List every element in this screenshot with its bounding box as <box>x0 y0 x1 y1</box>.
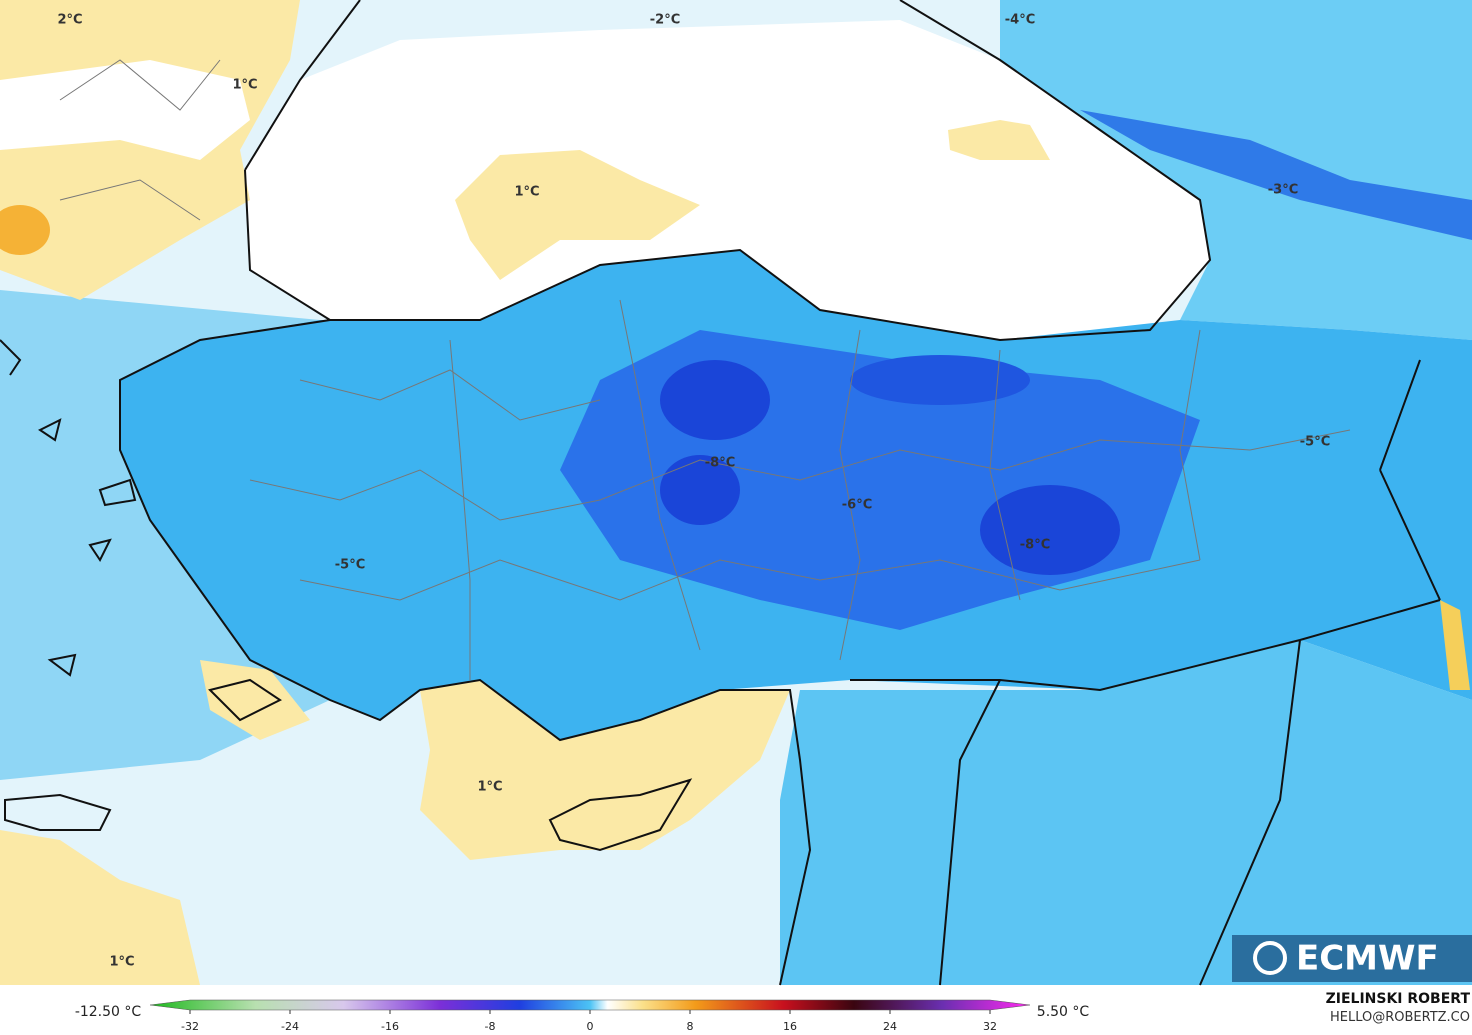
coastline <box>244 0 1212 342</box>
neutral-patch <box>0 60 250 160</box>
colorbar-tick-label: 0 <box>587 1020 594 1033</box>
warm-patch <box>0 830 200 985</box>
colorbar: -12.50 °C 5.50 °C -32 -24 -16 -8 0 8 16 24 32 <box>75 999 1090 1033</box>
temperature-labels: 2°C 1°C -2°C -4°C 1°C -3°C -5°C -8°C -6°C -8°C -5°… <box>57 13 1330 970</box>
temperature-label: -3°C <box>1268 183 1298 198</box>
temperature-label: -6°C <box>842 498 872 513</box>
warm-patch <box>455 150 700 280</box>
warm-patch <box>0 205 50 255</box>
warm-patch <box>948 120 1050 160</box>
colorbar-tick-label: -32 <box>181 1020 199 1033</box>
map <box>0 0 1472 986</box>
temperature-label: -4°C <box>1005 13 1035 28</box>
warm-patch <box>1440 600 1470 690</box>
temperature-label: -8°C <box>705 456 735 471</box>
temperature-label: 1°C <box>232 78 257 93</box>
warm-patch <box>420 680 790 860</box>
coastline <box>119 319 812 986</box>
temperature-label: 1°C <box>109 955 134 970</box>
temperature-label: 1°C <box>514 185 539 200</box>
colorbar-max: 5.50 °C <box>1037 1004 1090 1020</box>
levant-mesopotamia <box>780 640 1472 985</box>
colorbar-bar <box>149 999 1031 1011</box>
colorbar-tick-label: 16 <box>783 1020 797 1033</box>
temperature-label: -8°C <box>1020 538 1050 553</box>
warm-patch <box>200 660 310 740</box>
colorbar-tick-label: -16 <box>381 1020 399 1033</box>
province-borders <box>59 59 1351 680</box>
islands <box>0 339 282 722</box>
author: ZIELINSKI ROBERT <box>1326 991 1471 1007</box>
cold-patch <box>850 355 1030 405</box>
border-line <box>850 359 1441 986</box>
colorbar-tick-label: 8 <box>687 1020 694 1033</box>
cold-patch <box>980 485 1120 575</box>
colorbar-tick-label: 32 <box>983 1020 997 1033</box>
colorbar-tick-label: 24 <box>883 1020 897 1033</box>
logo-text: ECMWF <box>1296 939 1439 979</box>
temperature-label: 1°C <box>477 780 502 795</box>
logo: ECMWF <box>1232 935 1472 982</box>
colorbar-tick-label: -24 <box>281 1020 299 1033</box>
cyprus <box>548 778 693 852</box>
temperature-label: -2°C <box>650 13 680 28</box>
caucasus-cold <box>1080 110 1472 240</box>
cold-patch <box>660 455 740 525</box>
colorbar-min: -12.50 °C <box>75 1004 142 1020</box>
crete <box>4 793 112 831</box>
colorbar-tick-label: -8 <box>485 1020 496 1033</box>
temperature-label: 2°C <box>57 13 82 28</box>
cold-patch <box>660 360 770 440</box>
temperature-label: -5°C <box>1300 435 1330 450</box>
logo-icon <box>1253 941 1287 975</box>
contact: HELLO@ROBERTZ.CO <box>1330 1010 1470 1025</box>
temperature-label: -5°C <box>335 558 365 573</box>
